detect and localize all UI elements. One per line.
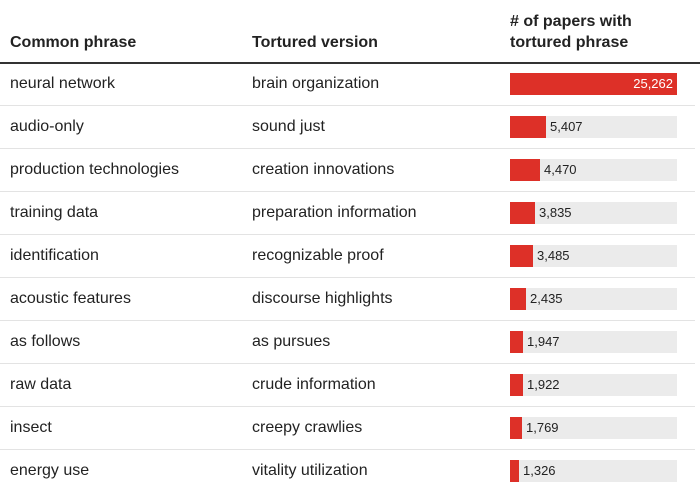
bar-track: 1,326 — [510, 460, 677, 482]
bar-value-label: 1,326 — [523, 463, 556, 478]
bar — [510, 116, 546, 138]
bar-value-label: 1,947 — [527, 334, 560, 349]
bar-track: 1,769 — [510, 417, 677, 439]
common-phrase-cell: audio-only — [10, 118, 84, 135]
header-paper-count-line2: tortured phrase — [510, 34, 629, 51]
tortured-version-cell: as pursues — [252, 333, 331, 350]
table-row: insect creepy crawlies 1,769 — [0, 407, 695, 450]
table-row: energy use vitality utilization 1,326 — [0, 450, 695, 492]
bar — [510, 73, 677, 95]
table-header: Common phrase Tortured version # of pape… — [0, 0, 700, 64]
table-row: production technologies creation innovati… — [0, 149, 695, 192]
header-tortured-version: Tortured version — [252, 34, 378, 51]
tortured-version-cell: preparation information — [252, 204, 417, 221]
tortured-version-cell: crude information — [252, 376, 376, 393]
common-phrase-cell: training data — [10, 204, 99, 221]
bar — [510, 460, 519, 482]
bar — [510, 245, 533, 267]
table-row: audio-only sound just 5,407 — [0, 106, 695, 149]
bar-value-label: 5,407 — [550, 119, 583, 134]
bar-value-label: 1,769 — [526, 420, 559, 435]
bar-value-label: 25,262 — [633, 76, 673, 91]
tortured-version-cell: vitality utilization — [252, 462, 368, 479]
common-phrase-cell: raw data — [10, 376, 72, 393]
tortured-version-cell: creepy crawlies — [252, 419, 363, 436]
bar — [510, 159, 540, 181]
bar-track: 25,262 — [510, 73, 677, 95]
common-phrase-cell: neural network — [10, 75, 115, 92]
tortured-version-cell: sound just — [252, 118, 325, 135]
bar-track: 5,407 — [510, 116, 677, 138]
bar — [510, 331, 523, 353]
bar-track: 2,435 — [510, 288, 677, 310]
bar-value-label: 3,485 — [537, 248, 570, 263]
tortured-version-cell: brain organization — [252, 75, 380, 92]
bar — [510, 374, 523, 396]
common-phrase-cell: acoustic features — [10, 290, 131, 307]
table-row: acoustic features discourse highlights 2,4… — [0, 278, 695, 321]
bar-track: 3,835 — [510, 202, 677, 224]
common-phrase-cell: as follows — [10, 333, 81, 350]
bar-value-label: 4,470 — [544, 162, 577, 177]
tortured-version-cell: creation innovations — [252, 161, 395, 178]
bar — [510, 288, 526, 310]
common-phrase-cell: insect — [10, 419, 52, 436]
table-row: training data preparation information 3,83… — [0, 192, 695, 235]
header-paper-count: # of papers with tortured phrase — [510, 11, 690, 53]
bar-value-label: 1,922 — [527, 377, 560, 392]
common-phrase-cell: production technologies — [10, 161, 180, 178]
bar-track: 1,947 — [510, 331, 677, 353]
tortured-version-cell: discourse highlights — [252, 290, 393, 307]
table-row: raw data crude information 1,922 — [0, 364, 695, 407]
common-phrase-cell: energy use — [10, 462, 90, 479]
bar-value-label: 2,435 — [530, 291, 563, 306]
bar — [510, 417, 522, 439]
table-row: as follows as pursues 1,947 — [0, 321, 695, 364]
common-phrase-cell: identification — [10, 247, 99, 264]
table-row: identification recognizable proof 3,485 — [0, 235, 695, 278]
bar-value-label: 3,835 — [539, 205, 572, 220]
tortured-version-cell: recognizable proof — [252, 247, 384, 264]
bar-track: 1,922 — [510, 374, 677, 396]
table-row: neural network brain organization 25,262 — [0, 63, 695, 106]
header-paper-count-line1: # of papers with — [510, 13, 632, 30]
bar-track: 3,485 — [510, 245, 677, 267]
bar-track: 4,470 — [510, 159, 677, 181]
bar — [510, 202, 535, 224]
header-common-phrase: Common phrase — [10, 34, 137, 51]
